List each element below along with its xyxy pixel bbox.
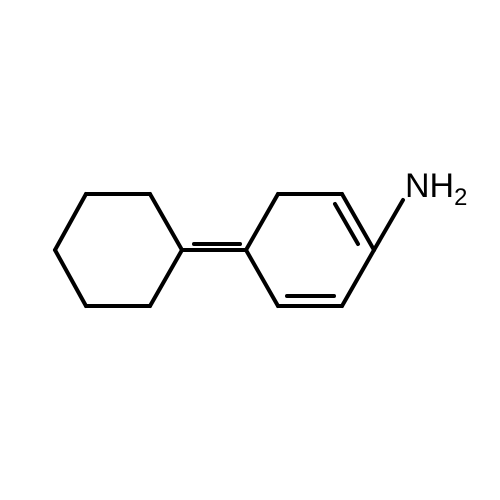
amine-subscript: 2 bbox=[454, 184, 467, 211]
amine-text: NH bbox=[405, 167, 454, 205]
amine-label: NH2 bbox=[405, 167, 467, 212]
bonds-group bbox=[55, 194, 403, 306]
chemical-structure-svg bbox=[0, 0, 500, 500]
